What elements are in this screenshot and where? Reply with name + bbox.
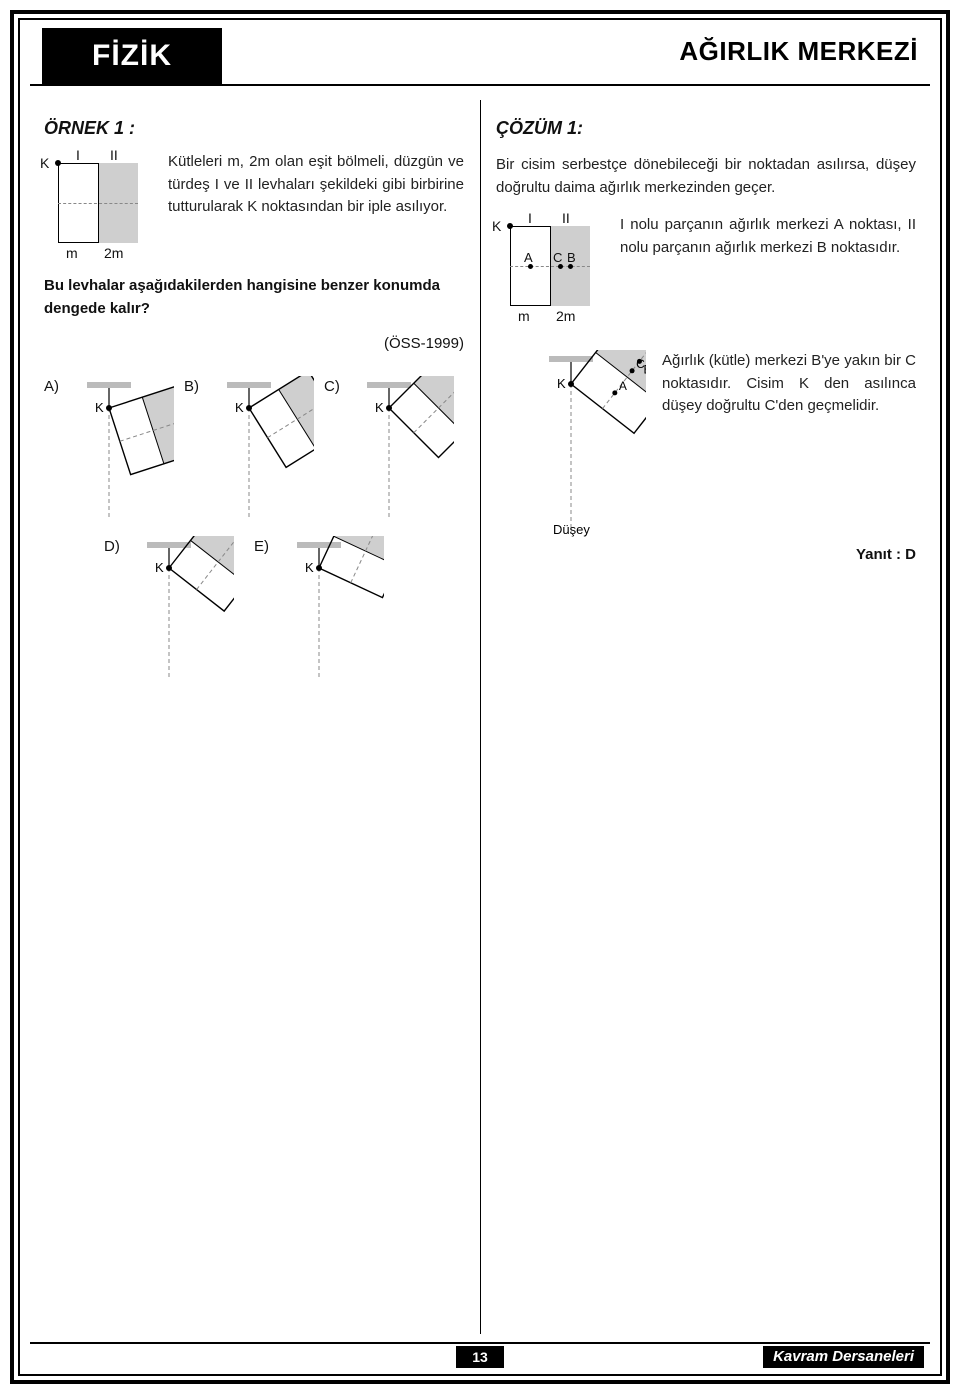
solution-heading: ÇÖZÜM 1:	[496, 118, 916, 139]
option-A: A) K	[44, 376, 174, 526]
solution-hang-text: Ağırlık (kütle) merkezi B'ye yakın bir C…	[662, 350, 916, 418]
problem-text: Kütleleri m, 2m olan eşit bölmeli, düzgü…	[168, 151, 464, 219]
solution-para1: Bir cisim serbestçe dönebileceği bir nok…	[496, 154, 916, 199]
svg-text:A: A	[619, 379, 627, 393]
option-B: B) K	[184, 376, 314, 526]
label-2m: 2m	[104, 245, 123, 261]
question-stem: Bu levhalar aşağıdakilerden hangisine be…	[44, 275, 464, 320]
option-letter: D)	[104, 538, 120, 555]
topic-title: AĞIRLIK MERKEZİ	[679, 36, 918, 67]
svg-text:K: K	[557, 376, 566, 391]
left-column: ÖRNEK 1 : K I II m 2m Kütleleri m, 2m ol…	[30, 100, 478, 1334]
option-letter: C)	[324, 378, 340, 395]
solution-fig-text: I nolu parçanın ağırlık merkezi A noktas…	[620, 214, 916, 259]
example-heading: ÖRNEK 1 :	[44, 118, 464, 139]
problem-row: K I II m 2m Kütleleri m, 2m olan eşit bö…	[44, 151, 464, 259]
problem-figure: K I II m 2m	[44, 151, 152, 259]
label-K: K	[40, 155, 49, 171]
footer: 13 Kavram Dersaneleri	[30, 1338, 930, 1368]
column-separator	[480, 100, 481, 1334]
page-number: 13	[456, 1346, 504, 1368]
header-rule	[30, 84, 930, 86]
question-source: (ÖSS-1999)	[44, 335, 464, 352]
solution-figure-1: K I II m 2m A C B	[496, 214, 604, 322]
svg-text:Düşey: Düşey	[553, 522, 590, 537]
option-letter: E)	[254, 538, 269, 555]
header: FİZİK AĞIRLIK MERKEZİ	[30, 28, 930, 84]
label-m: m	[66, 245, 78, 261]
solution-figure-2: KACBDüşey	[496, 350, 646, 540]
svg-text:K: K	[235, 400, 244, 415]
label-II: II	[110, 147, 118, 163]
option-C: C) K	[324, 376, 454, 526]
footer-rule	[30, 1342, 930, 1344]
option-letter: A)	[44, 378, 59, 395]
option-D: D) K	[104, 536, 234, 686]
label-I: I	[76, 147, 80, 163]
svg-text:K: K	[305, 560, 314, 575]
subject-box: FİZİK	[42, 28, 222, 84]
answer-label: Yanıt : D	[496, 546, 916, 563]
svg-text:K: K	[155, 560, 164, 575]
solution-hang-row: KACBDüşey Ağırlık (kütle) merkezi B'ye y…	[496, 350, 916, 540]
page: FİZİK AĞIRLIK MERKEZİ ÖRNEK 1 : K I II m…	[0, 0, 960, 1394]
solution-fig-row: K I II m 2m A C B I nolu parçanın ağırlı…	[496, 214, 916, 322]
content-area: ÖRNEK 1 : K I II m 2m Kütleleri m, 2m ol…	[30, 100, 930, 1334]
option-E: E) K	[254, 536, 384, 686]
option-letter: B)	[184, 378, 199, 395]
svg-text:K: K	[95, 400, 104, 415]
right-column: ÇÖZÜM 1: Bir cisim serbestçe dönebileceğ…	[482, 100, 930, 1334]
brand-box: Kavram Dersaneleri	[763, 1346, 924, 1368]
options-grid: A) K B) K C) K D) K E) K	[44, 376, 464, 686]
svg-text:B: B	[643, 362, 646, 376]
svg-text:K: K	[375, 400, 384, 415]
